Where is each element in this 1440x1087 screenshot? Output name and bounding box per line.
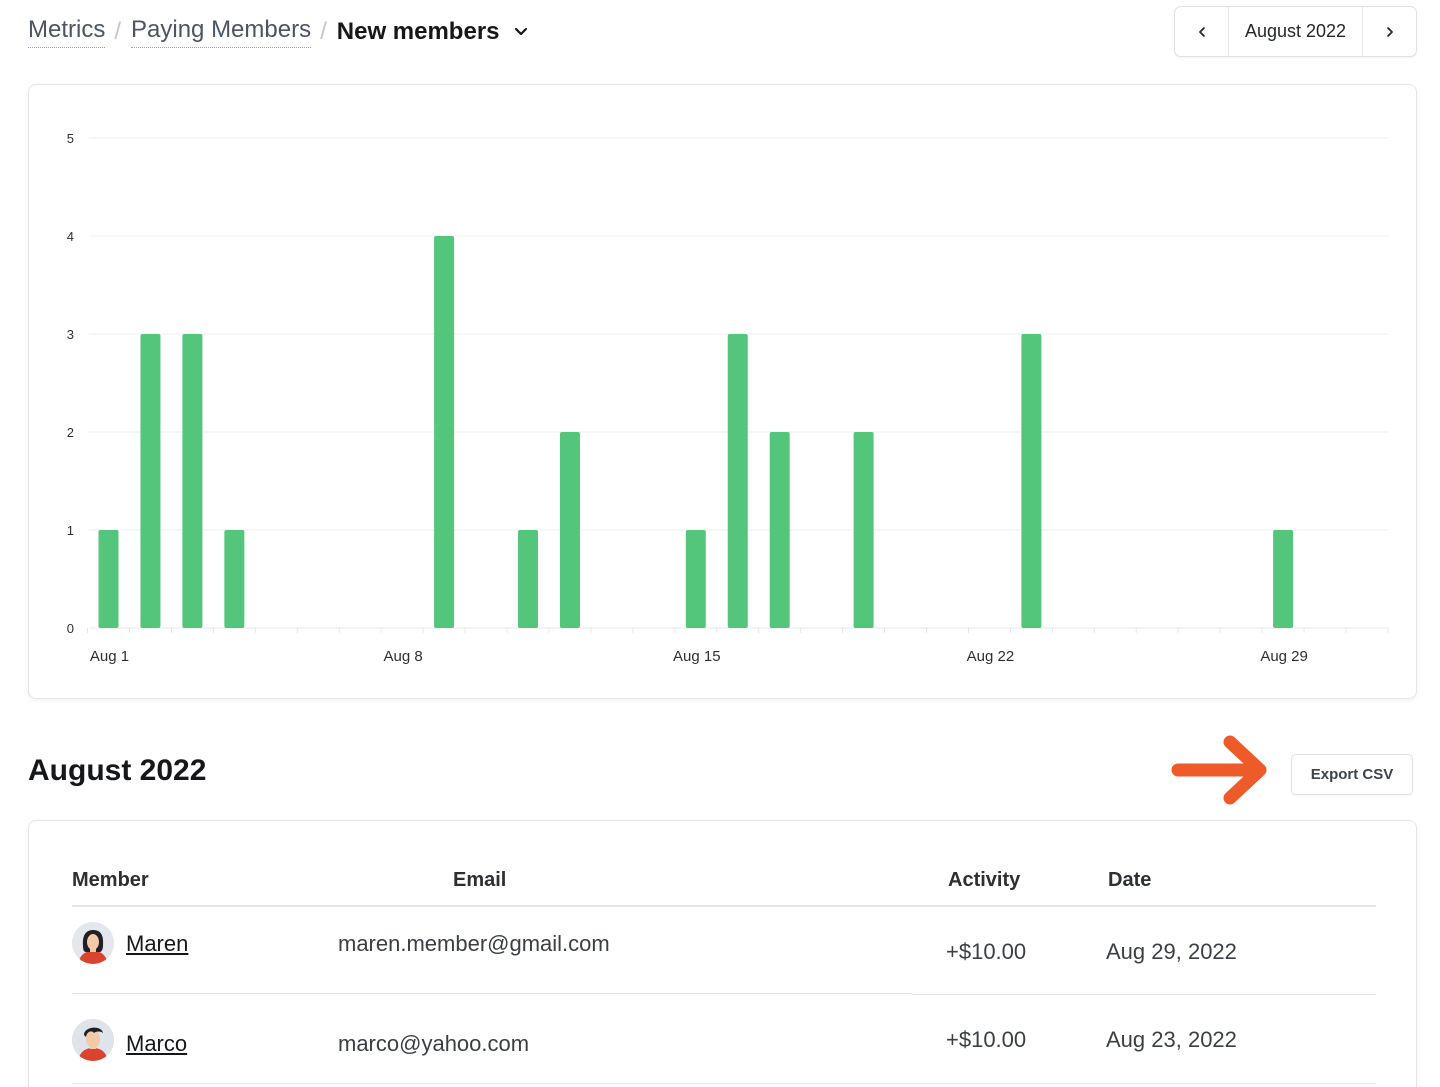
avatar bbox=[72, 922, 114, 964]
member-avatar-icon bbox=[72, 1019, 114, 1061]
row-divider bbox=[912, 994, 1376, 995]
column-header-date[interactable]: Date bbox=[1108, 869, 1152, 891]
breadcrumb-metrics[interactable]: Metrics bbox=[28, 16, 106, 48]
x-tick-label: Aug 29 bbox=[1260, 648, 1308, 665]
bar bbox=[769, 432, 790, 628]
arrow-right-icon bbox=[1171, 735, 1267, 805]
bar bbox=[727, 334, 748, 628]
y-tick-label: 3 bbox=[67, 327, 74, 342]
x-tick-label: Aug 1 bbox=[90, 648, 129, 665]
column-header-activity[interactable]: Activity bbox=[948, 869, 1021, 891]
x-tick-label: Aug 22 bbox=[967, 648, 1015, 665]
header-divider bbox=[72, 905, 1376, 907]
bar bbox=[853, 432, 874, 628]
chevron-left-icon bbox=[1198, 26, 1205, 37]
chevron-down-icon bbox=[514, 27, 527, 36]
x-tick-label: Aug 15 bbox=[673, 648, 721, 665]
bar bbox=[182, 334, 203, 628]
chart-card: 0 1 2 3 4 5 Aug 1 Aug 8 Aug 15 Aug 22 Aug 29 bbox=[28, 84, 1417, 699]
metric-selector-dropdown[interactable]: New members bbox=[337, 18, 528, 46]
member-email: marco@yahoo.com bbox=[338, 1031, 530, 1056]
month-picker: August 2022 bbox=[1174, 6, 1417, 57]
row-divider bbox=[72, 1083, 1376, 1084]
bar bbox=[559, 432, 580, 628]
breadcrumb-paying-members[interactable]: Paying Members bbox=[131, 16, 312, 48]
bar bbox=[140, 334, 161, 628]
bar bbox=[434, 236, 455, 628]
breadcrumb-separator: / bbox=[114, 18, 122, 45]
member-avatar-icon bbox=[72, 922, 114, 964]
avatar bbox=[72, 1019, 114, 1061]
y-tick-label: 1 bbox=[67, 523, 74, 538]
members-table: Member Email Activity Date Maren maren.m… bbox=[28, 820, 1417, 1087]
member-date: Aug 29, 2022 bbox=[1106, 939, 1237, 964]
column-header-member[interactable]: Member bbox=[72, 869, 149, 891]
export-csv-button[interactable]: Export CSV bbox=[1291, 754, 1413, 795]
column-header-email[interactable]: Email bbox=[453, 869, 507, 891]
page-title: New members bbox=[336, 18, 500, 45]
next-month-button[interactable] bbox=[1363, 7, 1416, 56]
chevron-right-icon bbox=[1386, 26, 1393, 37]
bar bbox=[98, 530, 119, 628]
member-email: maren.member@gmail.com bbox=[338, 931, 610, 956]
previous-month-button[interactable] bbox=[1175, 7, 1228, 56]
y-tick-label: 0 bbox=[67, 621, 74, 636]
current-month-label[interactable]: August 2022 bbox=[1228, 7, 1363, 56]
bar bbox=[1273, 530, 1294, 628]
member-activity: +$10.00 bbox=[946, 1027, 1027, 1052]
section-title: August 2022 bbox=[28, 754, 207, 787]
new-members-bar-chart: 0 1 2 3 4 5 Aug 1 Aug 8 Aug 15 Aug 22 Aug 29 bbox=[67, 131, 1389, 665]
x-tick-label: Aug 8 bbox=[384, 648, 423, 665]
member-activity: +$10.00 bbox=[946, 939, 1027, 964]
breadcrumb: Metrics / Paying Members / New members bbox=[28, 14, 528, 50]
member-name-link[interactable]: Marco bbox=[126, 1031, 188, 1056]
y-tick-label: 4 bbox=[67, 229, 74, 244]
y-tick-label: 5 bbox=[67, 131, 74, 146]
row-divider bbox=[72, 993, 912, 994]
bar bbox=[224, 530, 245, 628]
bar bbox=[518, 530, 538, 628]
bar bbox=[1021, 334, 1042, 628]
y-tick-label: 2 bbox=[67, 425, 74, 440]
member-date: Aug 23, 2022 bbox=[1106, 1027, 1237, 1052]
member-name-link[interactable]: Maren bbox=[126, 931, 189, 956]
bar bbox=[685, 530, 706, 628]
breadcrumb-separator: / bbox=[320, 18, 327, 45]
